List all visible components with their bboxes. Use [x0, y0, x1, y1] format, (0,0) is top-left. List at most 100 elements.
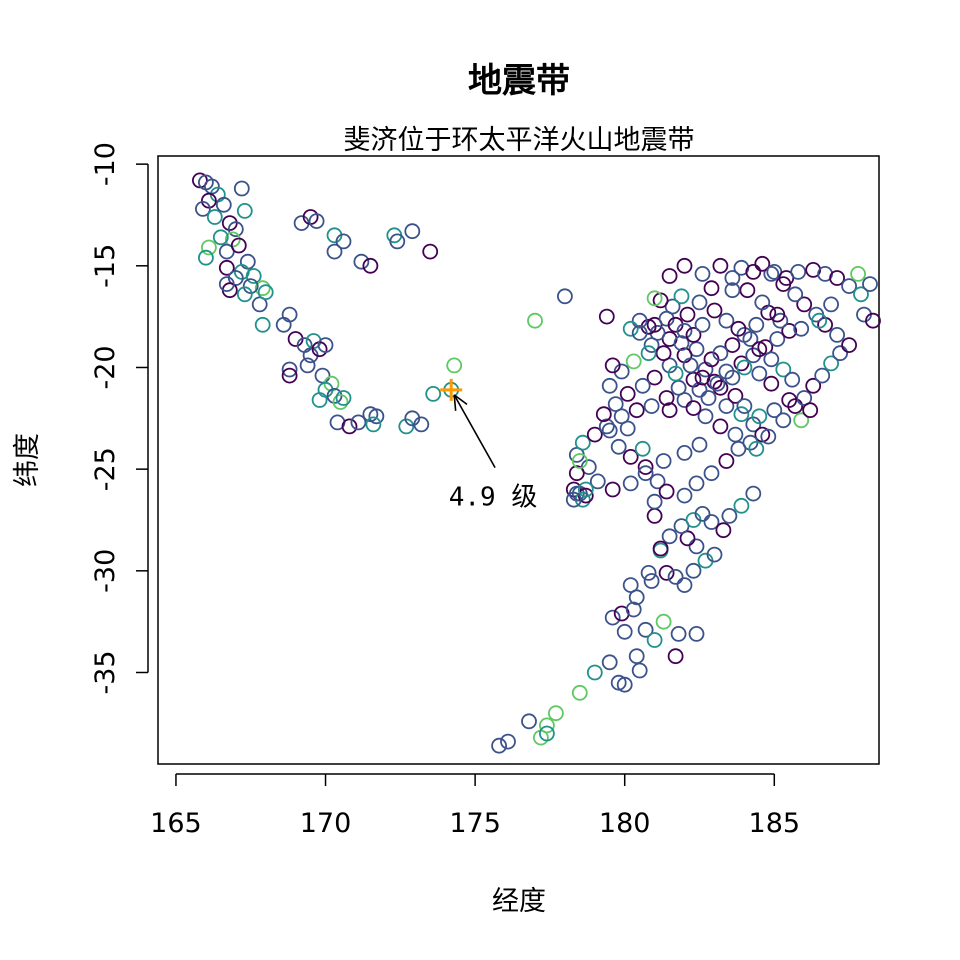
data-point-199: [706, 302, 723, 319]
y-tick-label--20: -20: [90, 345, 121, 389]
data-point-280: [727, 387, 744, 404]
data-point-265: [703, 280, 720, 297]
data-point-157: [622, 448, 639, 465]
data-point-208: [751, 365, 768, 382]
data-point-18: [239, 253, 256, 270]
data-point-127: [691, 436, 708, 453]
data-point-275: [640, 345, 657, 362]
data-point-219: [712, 418, 729, 435]
data-point-120: [640, 565, 657, 581]
plot-frame: [157, 155, 880, 765]
data-point-267: [661, 268, 678, 284]
data-point-276: [667, 365, 684, 382]
data-point-140: [628, 402, 645, 419]
data-point-113: [715, 522, 732, 539]
data-point-154: [595, 406, 612, 423]
data-point-179: [712, 345, 729, 362]
x-tick-label-175: 175: [449, 808, 501, 839]
data-point-281: [736, 398, 753, 415]
data-point-293: [577, 481, 594, 498]
data-point-141: [643, 398, 660, 415]
data-point-202: [742, 331, 759, 347]
data-point-213: [718, 398, 735, 415]
data-point-268: [646, 290, 663, 307]
data-point-232: [841, 337, 857, 354]
chart-subtitle: 斐济位于环太平洋火山地震带: [344, 125, 695, 156]
highlight-label: 4.9 级: [449, 483, 538, 513]
data-point-93: [637, 621, 654, 638]
data-point-175: [760, 304, 777, 321]
data-point-233: [829, 326, 845, 343]
data-point-80: [539, 725, 555, 742]
data-point-40: [281, 361, 298, 378]
data-point-53: [368, 408, 385, 425]
data-point-72: [446, 357, 463, 374]
data-point-87: [631, 662, 648, 679]
data-point-99: [628, 589, 645, 606]
data-point-282: [751, 408, 768, 425]
data-point-273: [598, 308, 615, 325]
data-point-63: [335, 233, 352, 250]
data-point-69: [404, 223, 421, 240]
data-point-222: [730, 440, 747, 457]
data-point-206: [784, 371, 801, 388]
data-point-172: [769, 331, 786, 347]
data-point-239: [763, 265, 780, 282]
data-point-295: [571, 453, 588, 469]
data-point-249: [862, 276, 878, 293]
data-point-88: [628, 648, 645, 665]
data-point-252: [865, 312, 881, 329]
data-point-176: [748, 316, 765, 333]
data-point-24: [242, 278, 259, 295]
data-point-166: [691, 381, 708, 398]
data-point-106: [706, 546, 723, 563]
data-point-284: [781, 392, 798, 408]
data-point-114: [721, 508, 738, 524]
data-point-89: [616, 623, 633, 640]
data-point-84: [601, 654, 618, 671]
data-point-269: [631, 324, 648, 341]
data-point-254: [811, 312, 828, 329]
data-point-73: [527, 312, 543, 329]
y-tick-label--30: -30: [90, 549, 121, 593]
data-point-97: [667, 648, 684, 665]
data-point-246: [829, 270, 845, 286]
data-point-108: [679, 530, 696, 547]
data-point-107: [688, 538, 705, 555]
data-point-201: [730, 320, 747, 337]
data-point-13: [212, 229, 229, 246]
data-point-161: [646, 493, 663, 510]
data-point-163: [619, 420, 636, 437]
data-point-256: [769, 306, 786, 323]
data-point-231: [832, 345, 848, 362]
data-point-173: [781, 322, 798, 339]
data-point-152: [619, 385, 636, 402]
data-point-215: [745, 416, 762, 433]
data-point-128: [676, 444, 693, 461]
data-point-204: [763, 351, 780, 368]
data-point-123: [676, 487, 693, 504]
data-point-198: [691, 294, 708, 311]
data-point-189: [643, 337, 660, 354]
data-point-145: [697, 361, 714, 378]
data-point-243: [790, 263, 807, 280]
data-point-98: [688, 626, 705, 642]
data-point-94: [646, 632, 663, 648]
data-point-144: [685, 371, 702, 388]
data-point-227: [796, 390, 813, 406]
highlight-marker: [440, 378, 463, 401]
data-point-155: [601, 422, 618, 439]
data-point-57: [404, 410, 421, 427]
data-point-203: [751, 341, 768, 358]
x-tick-label-170: 170: [300, 808, 352, 839]
data-point-29: [257, 284, 274, 301]
data-point-76: [491, 737, 508, 754]
data-point-247: [841, 278, 857, 295]
data-point-38: [317, 337, 334, 354]
data-point-100: [643, 573, 660, 589]
data-point-257: [754, 294, 771, 311]
data-point-116: [745, 485, 762, 502]
data-point-90: [604, 609, 621, 626]
data-point-47: [332, 394, 349, 410]
x-tick-label-165: 165: [150, 808, 202, 839]
